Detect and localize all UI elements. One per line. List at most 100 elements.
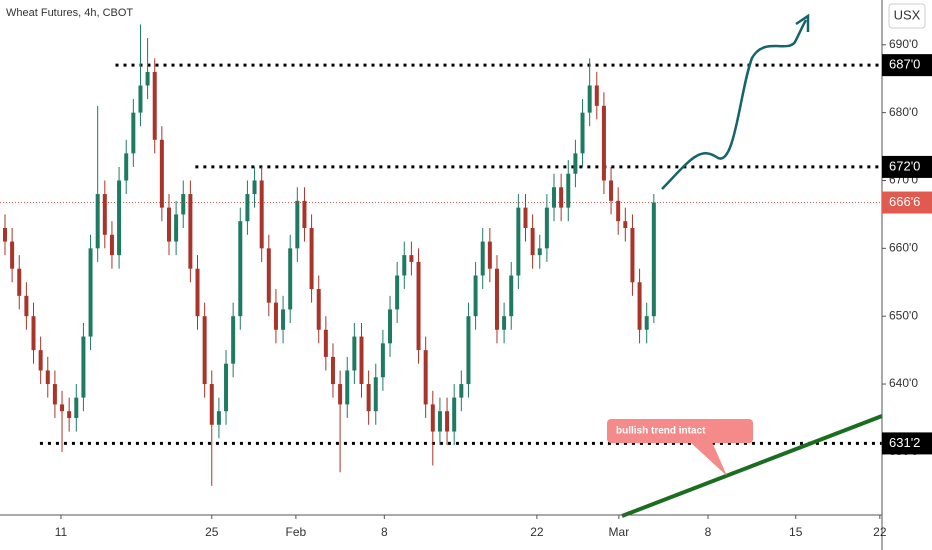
candle-body [202,316,207,385]
level-label-box [882,155,932,178]
candle-body [380,343,385,378]
candle-body [309,227,314,290]
candle-body [195,268,200,317]
candle-body [445,411,450,432]
candle-body [594,85,599,106]
candle-body [651,202,656,317]
candle-body [566,173,571,208]
candle-body [138,85,143,113]
candle-body [345,370,350,405]
level-label-box [882,432,932,455]
candle-body [302,200,307,228]
candle-body [580,112,585,154]
candle-body [373,377,378,412]
y-tick-label: 640'0 [889,376,918,390]
candle-body [109,234,114,256]
candle-body [2,227,7,242]
candle-body [494,268,499,330]
candle-body [316,289,321,330]
candle-body [402,255,407,276]
candle-body [52,384,57,405]
candle-body [295,200,300,249]
candle-body [523,207,528,228]
x-tick-label: Feb [286,525,307,539]
candle-body [216,411,221,425]
candle-body [330,356,335,385]
candle-body [117,180,122,256]
candle-body [530,227,535,256]
candle-body [601,105,606,181]
x-tick-label: 25 [205,525,219,539]
forecast-path [661,19,808,190]
candle-body [509,275,514,317]
forecast-arrow [795,13,810,32]
candle-body [423,350,428,405]
y-tick-label: 660'0 [889,241,918,255]
candle-body [17,268,22,296]
chart-title: Wheat Futures, 4h, CBOT [6,7,133,19]
x-tick-label: 8 [381,525,388,539]
candle-body [537,248,542,256]
candles [2,24,656,486]
callout-box [607,419,753,443]
candle-body [323,329,328,357]
candle-body [623,221,628,228]
candle-body [338,384,343,405]
candle-body [473,275,478,317]
axes: 690'0680'0670'0660'0650'0640'0630'01125F… [55,37,932,539]
level-label: 687'0 [889,57,920,72]
candle-body [616,200,621,222]
overlay: bullish trend intact [607,13,883,518]
trend-line [621,414,883,518]
candle-body [644,316,649,330]
candle-body [459,384,464,398]
candle-body [409,255,414,262]
y-tick-label: 650'0 [889,308,918,322]
x-tick-label: 15 [789,525,803,539]
candle-body [587,85,592,113]
candle-body [266,248,271,303]
candle-body [637,282,642,330]
currency-label: USX [894,7,921,22]
level-label-box [882,54,932,77]
level-label: 672'0 [889,158,920,173]
candle-body [430,404,435,432]
candle-body [437,411,442,432]
candle-body [238,221,243,317]
candle-body [45,370,50,385]
x-tick-label: 22 [873,525,887,539]
candle-body [573,153,578,174]
candle-body [152,71,157,140]
candle-body [252,180,257,195]
candle-body [38,350,43,371]
candle-body [224,363,229,412]
candle-body [88,248,93,337]
y-tick-label: 690'0 [889,37,918,51]
x-tick-label: 8 [705,525,712,539]
candle-body [124,153,129,181]
candle-body [630,227,635,283]
candle-body [145,71,150,86]
candle-body [231,316,236,364]
candle-body [209,384,214,425]
last-price-box [882,191,932,214]
candle-body [487,241,492,269]
x-tick-label: Mar [609,525,630,539]
candle-body [60,404,65,412]
currency-box [888,3,926,29]
x-tick-label: 22 [530,525,544,539]
candle-body [388,309,393,344]
candle-body [159,139,164,208]
candle-body [502,316,507,330]
candle-body [81,336,86,398]
candle-body [131,112,136,154]
candle-body [259,180,264,249]
candle-body [188,194,193,269]
candle-body [166,207,171,242]
candle-body [416,261,421,351]
candle-body [452,397,457,432]
candle-body [74,397,79,418]
level-label: 631'2 [889,435,920,450]
